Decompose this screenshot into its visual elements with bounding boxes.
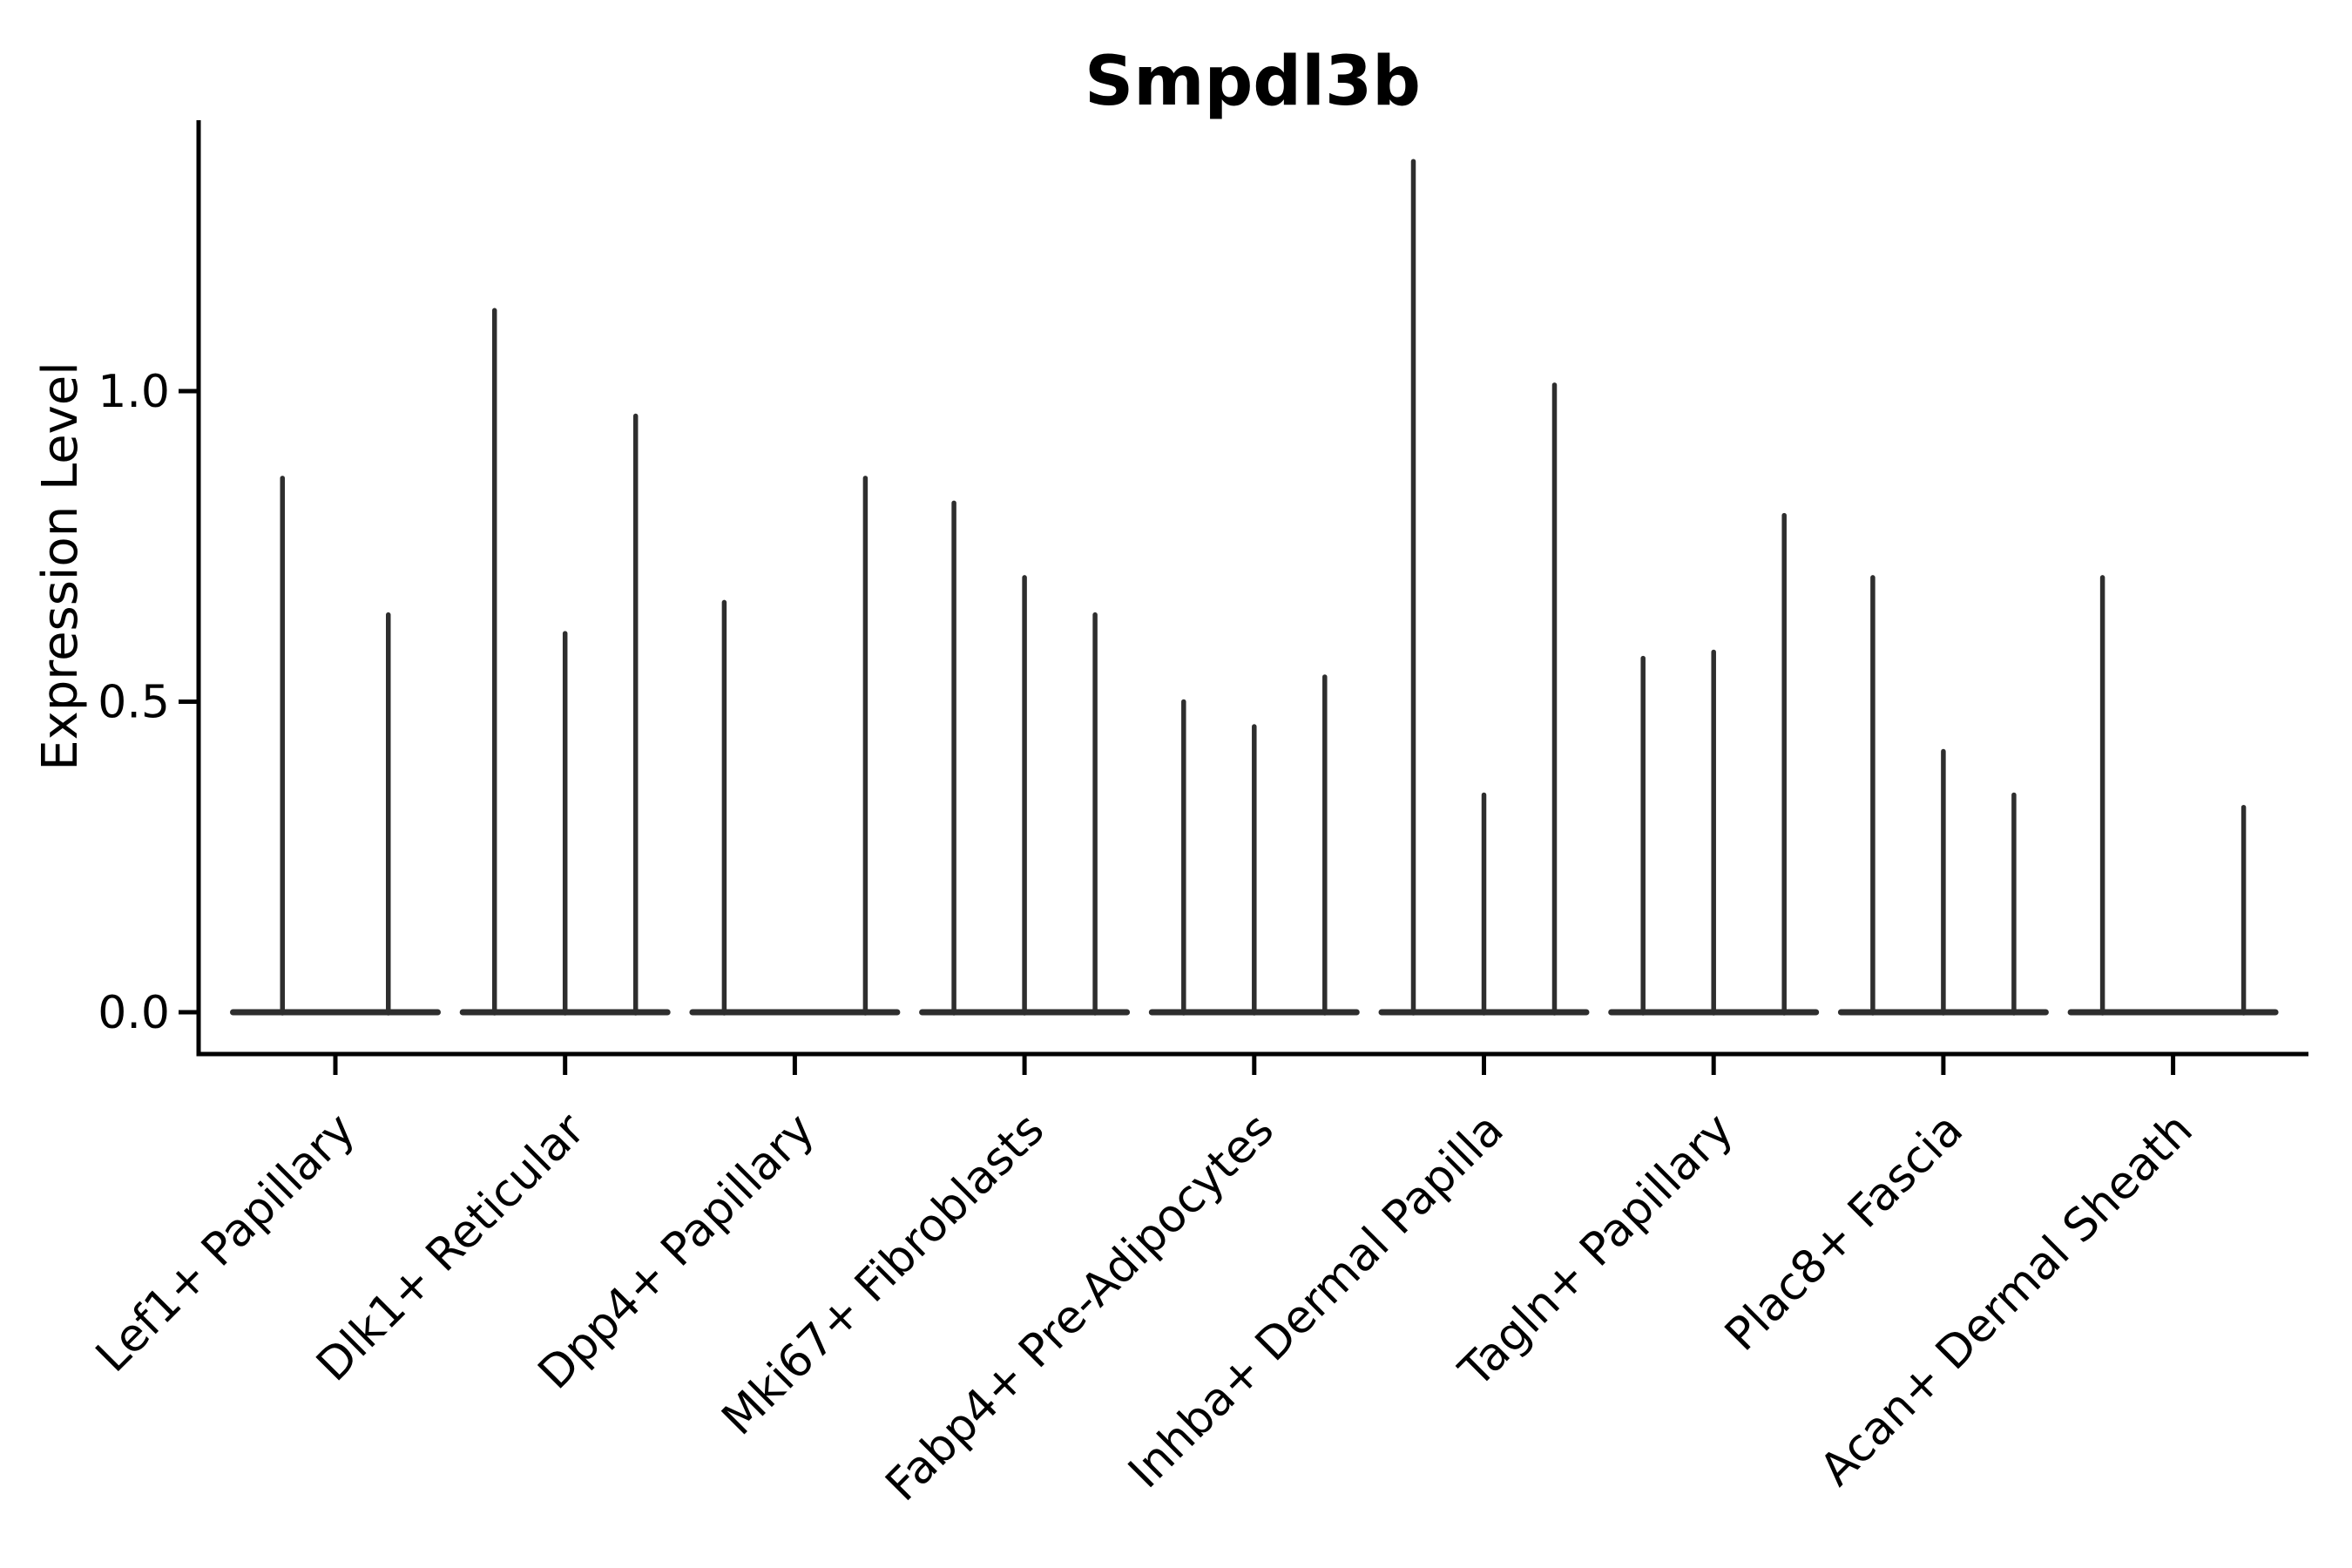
chart-title: Smpdl3b bbox=[1085, 43, 1421, 121]
x-tick-label: Acan+ Dermal Sheath bbox=[1810, 1104, 2203, 1497]
y-tick-label: 1.0 bbox=[98, 366, 170, 418]
x-tick-label: Plac8+ Fascia bbox=[1715, 1104, 1973, 1362]
y-axis-label: Expression Level bbox=[32, 362, 89, 771]
y-tick-label: 0.0 bbox=[98, 987, 170, 1039]
y-tick-label: 0.5 bbox=[98, 677, 170, 729]
x-tick-label: Fabp4+ Pre-Adipocytes bbox=[876, 1104, 1284, 1511]
x-tick-label: Inhba+ Dermal Papilla bbox=[1119, 1104, 1513, 1498]
